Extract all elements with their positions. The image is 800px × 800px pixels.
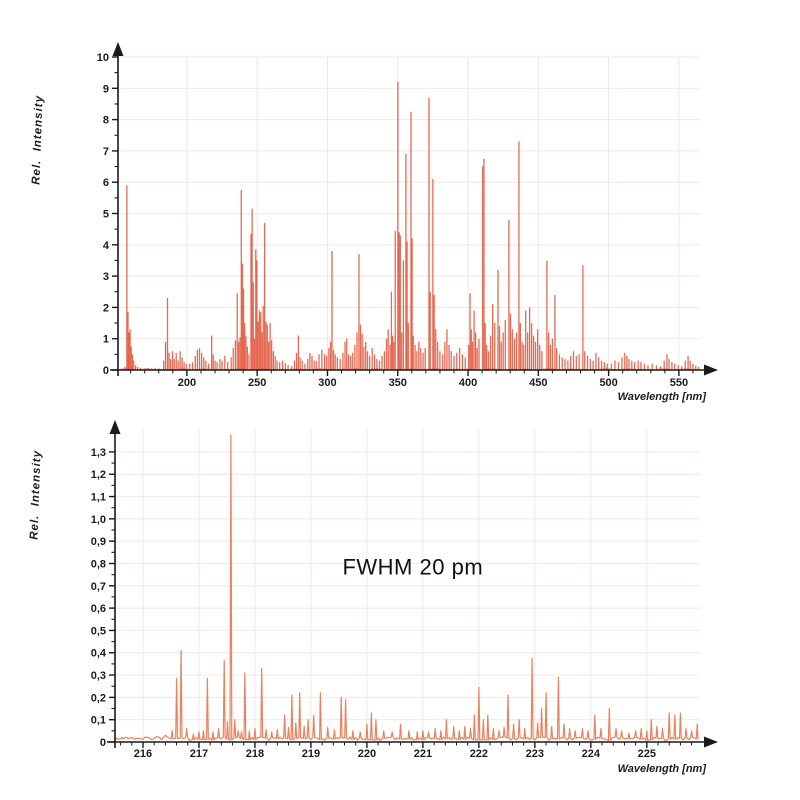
- spectral-lines: [114, 434, 699, 742]
- x-tick-label: 219: [302, 748, 320, 760]
- y-tick-label: 10: [97, 52, 109, 64]
- spectral-lines: [118, 82, 700, 371]
- y-tick-label: 0,6: [91, 603, 106, 615]
- y-tick-label: 4: [103, 240, 110, 252]
- x-axis-arrow-icon: [704, 364, 718, 376]
- ticks: [109, 451, 693, 748]
- x-tick-label: 500: [599, 377, 617, 389]
- x-tick-label: 450: [529, 377, 547, 389]
- x-tick-label: 300: [318, 377, 336, 389]
- y-tick-label: 0,3: [91, 670, 106, 682]
- y-tick-label: 9: [103, 83, 109, 95]
- x-tick-label: 250: [248, 377, 266, 389]
- x-tick-label: 220: [358, 748, 376, 760]
- overview-spectrum-chart: 0 1 2 3 4 5 6 7 8 9 10 200 250 300 350 400 450 500 550 Wave…: [30, 42, 718, 403]
- axes: [110, 42, 718, 376]
- x-tick-label: 218: [246, 748, 264, 760]
- y-tick-label: 1,1: [91, 492, 106, 504]
- gridlines: [118, 56, 700, 370]
- tick-labels: 0 1 2 3 4 5 6 7 8 9 10 200 250 300 350 400 450 500 550: [97, 52, 688, 389]
- y-tick-label: 0,9: [91, 536, 106, 548]
- y-tick-label: 7: [103, 146, 109, 158]
- y-tick-label: 0: [100, 737, 106, 749]
- overview-emission-spectrum-plot: 0 1 2 3 4 5 6 7 8 9 10 200 250 300 350 400 450 500 550 Wave…: [30, 42, 718, 403]
- detail-spectrum-chart: 0 0,1 0,2 0,3 0,4 0,5 0,6 0,7 0,8 0,9 1,0 1,1 1,2 1,3…: [0, 405, 800, 800]
- y-tick-label: 6: [103, 177, 109, 189]
- y-tick-label: 1: [103, 334, 109, 346]
- gridlines: [115, 429, 700, 742]
- x-axis-title: Wavelength [nm]: [618, 763, 707, 775]
- y-tick-label: 0: [103, 365, 109, 377]
- x-tick-label: 224: [582, 748, 601, 760]
- x-tick-label: 225: [638, 748, 656, 760]
- y-axis-title: Rel. Intensity: [30, 95, 45, 185]
- x-tick-label: 200: [178, 377, 196, 389]
- y-tick-label: 0,7: [91, 581, 106, 593]
- y-axis-arrow-icon: [112, 42, 124, 56]
- x-axis-title: Wavelength [nm]: [618, 391, 707, 403]
- x-tick-label: 222: [470, 748, 488, 760]
- fwhm-annotation: FWHM 20 pm: [342, 555, 483, 580]
- y-axis-title: Rel. Intensity: [28, 450, 43, 540]
- y-tick-label: 0,5: [91, 625, 106, 637]
- y-tick-label: 3: [103, 271, 109, 283]
- x-tick-label: 400: [459, 377, 477, 389]
- x-tick-label: 550: [670, 377, 688, 389]
- x-tick-label: 223: [526, 748, 544, 760]
- y-tick-label: 1,0: [91, 514, 106, 526]
- y-tick-label: 5: [103, 209, 109, 221]
- x-tick-label: 217: [190, 748, 208, 760]
- y-tick-label: 1,3: [91, 447, 106, 459]
- y-tick-label: 0,2: [91, 692, 106, 704]
- x-tick-label: 221: [414, 748, 432, 760]
- detail-emission-spectrum-plot: 0 0,1 0,2 0,3 0,4 0,5 0,6 0,7 0,8 0,9 1,0 1,1 1,2 1,3…: [28, 420, 718, 775]
- y-tick-label: 1,2: [91, 469, 106, 481]
- y-tick-label: 0,4: [91, 648, 107, 660]
- y-tick-label: 8: [103, 115, 109, 127]
- y-tick-label: 2: [103, 302, 109, 314]
- axes: [107, 420, 718, 748]
- x-tick-label: 350: [389, 377, 407, 389]
- tick-labels: 0 0,1 0,2 0,3 0,4 0,5 0,6 0,7 0,8 0,9 1,0 1,1 1,2 1,3…: [91, 447, 656, 760]
- y-tick-label: 0,1: [91, 715, 106, 727]
- y-tick-label: 0,8: [91, 558, 106, 570]
- ticks: [112, 56, 694, 376]
- x-axis-arrow-icon: [704, 736, 718, 748]
- y-axis-arrow-icon: [109, 420, 121, 434]
- x-tick-label: 216: [134, 748, 152, 760]
